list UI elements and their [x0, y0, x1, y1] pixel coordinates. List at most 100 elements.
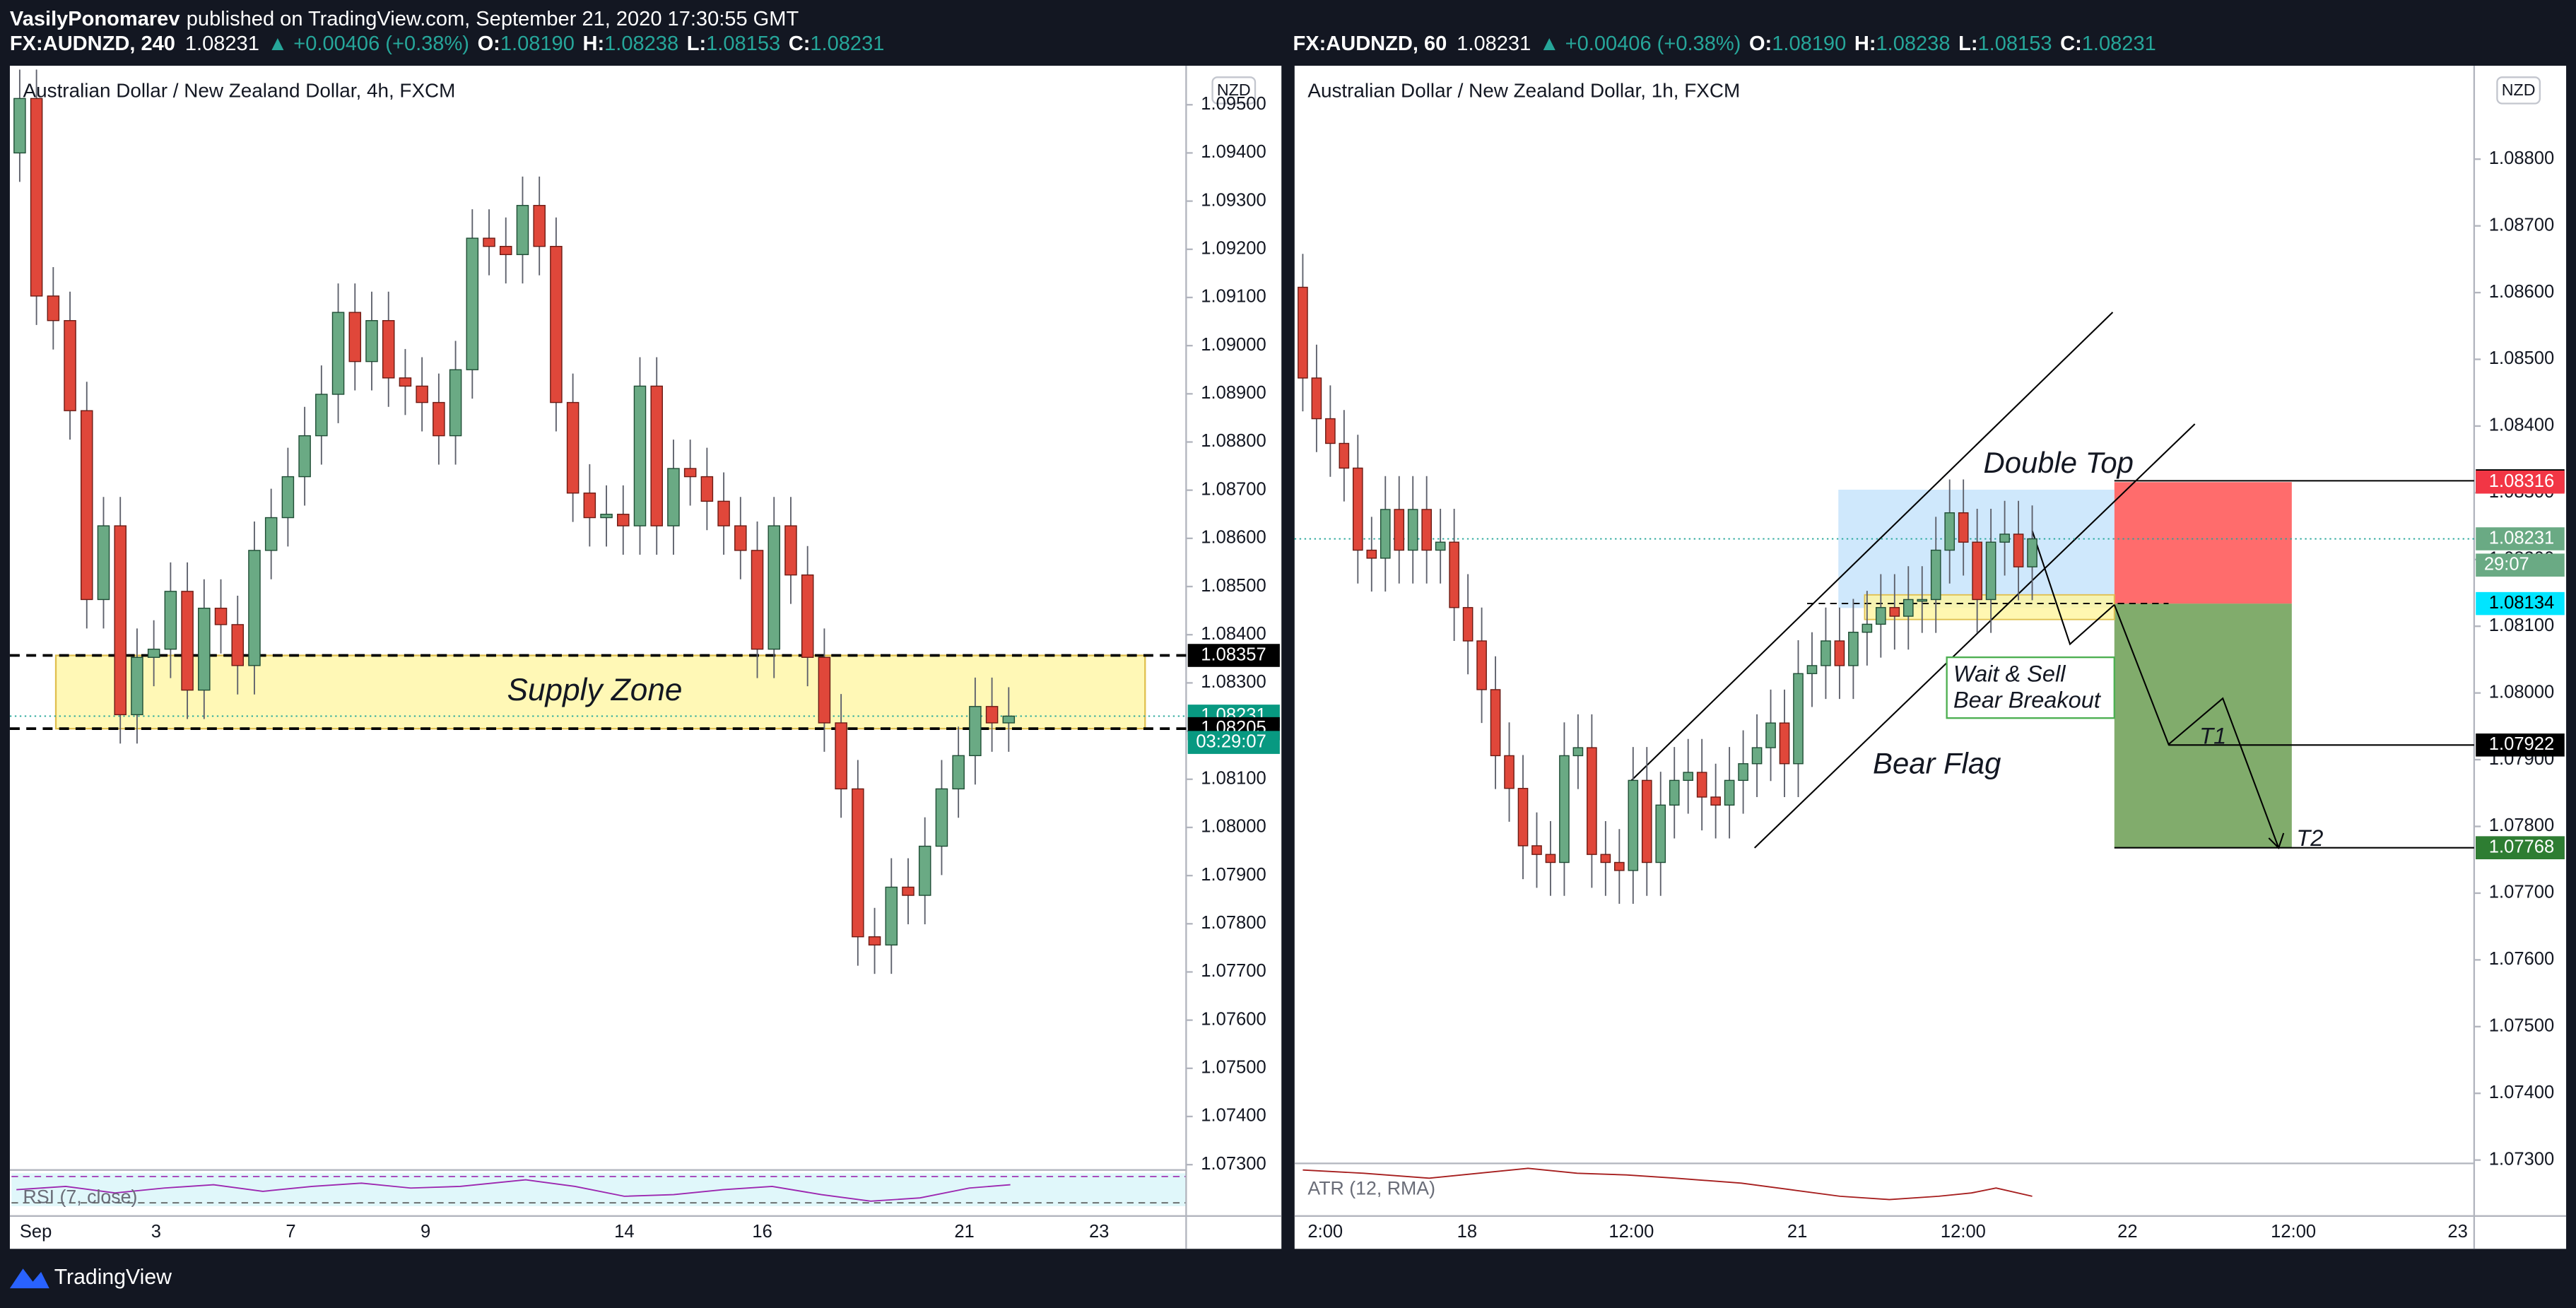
candle-body — [1738, 763, 1748, 782]
legend: FX:AUDNZD, 60 1.08231 ▲ +0.00406 (+0.38%) O… — [1293, 32, 2156, 54]
candle-body — [248, 550, 261, 666]
candle-body — [499, 245, 512, 255]
candle-body — [852, 788, 864, 938]
y-tick-label: 1.07400 — [1201, 1106, 1266, 1126]
candle-body — [1339, 442, 1350, 469]
y-tick-label: 1.08700 — [2489, 215, 2554, 235]
candle-body — [1407, 509, 1418, 551]
candle-body — [935, 788, 948, 847]
candle-body — [1435, 541, 1446, 551]
candle-body — [902, 886, 914, 896]
published: published on TradingView.com, September … — [187, 8, 799, 30]
time-label: 2:00 — [1307, 1222, 1343, 1242]
candle-body — [617, 514, 630, 526]
candle-body — [1985, 541, 1996, 601]
ohlc-label: O: — [1749, 32, 1772, 54]
candle-body — [751, 550, 764, 650]
candle-body — [264, 517, 278, 551]
y-tick-label: 1.08000 — [1201, 817, 1266, 837]
channel-top — [1630, 312, 2114, 782]
annotation: Bear Breakout — [1953, 688, 2102, 713]
candle-body — [918, 845, 931, 896]
y-tick-label: 1.09000 — [1201, 335, 1266, 355]
candle-body — [348, 312, 362, 363]
candle-body — [1641, 779, 1652, 864]
currency: NZD — [1217, 81, 1251, 99]
annotation: T2 — [2296, 825, 2323, 851]
candle-body — [1696, 772, 1707, 798]
candle-body — [1352, 467, 1363, 551]
y-tick-label: 1.07300 — [1201, 1154, 1266, 1174]
supply-zone-label: Supply Zone — [507, 673, 683, 707]
candle-body — [1669, 779, 1680, 806]
time-label: 12:00 — [1941, 1222, 1986, 1242]
candle-body — [1394, 509, 1405, 551]
candle-body — [1421, 509, 1433, 551]
candle-body — [1793, 673, 1804, 765]
time-label: 22 — [2117, 1222, 2137, 1242]
candle-body — [700, 476, 714, 502]
panel-title: Australian Dollar / New Zealand Dollar, … — [1307, 80, 1740, 102]
time-label: 21 — [954, 1222, 974, 1242]
candle-body — [64, 319, 76, 411]
price-marker — [2476, 470, 2565, 494]
candle-body — [1449, 541, 1459, 608]
candle-body — [1862, 623, 1873, 633]
candle-body — [1572, 747, 1584, 757]
rsi-band — [11, 1173, 1187, 1206]
candle-body — [1902, 599, 1914, 617]
candle-body — [114, 525, 127, 716]
y-tick-label: 1.08900 — [1201, 383, 1266, 403]
stop-box — [2114, 482, 2292, 604]
ohlc-label: L: — [687, 32, 706, 54]
indicator-label: ATR (12, RMA) — [1307, 1178, 1435, 1199]
price-marker-label: 1.08316 — [2489, 471, 2554, 491]
target-arrow — [2113, 604, 2280, 849]
candle-body — [600, 514, 613, 519]
candle-body — [416, 385, 428, 403]
y-tick-label: 1.08100 — [1201, 768, 1266, 788]
candle-body — [1298, 286, 1308, 379]
candle-body — [1999, 534, 2010, 543]
price-marker-label: 1.08231 — [2489, 528, 2554, 548]
candle-body — [2013, 534, 2024, 567]
candle-body — [1002, 715, 1016, 724]
y-tick-label: 1.07700 — [2489, 883, 2554, 902]
y-tick-label: 1.09400 — [1201, 142, 1266, 162]
candle-body — [198, 608, 211, 691]
price-marker — [1187, 644, 1280, 667]
right-panel — [1294, 66, 2567, 1249]
candle-body — [214, 608, 228, 625]
ohlc-value: 1.08231 — [2082, 32, 2156, 54]
candle-body — [1587, 747, 1597, 855]
time-label: Sep — [20, 1222, 52, 1242]
candle-body — [81, 410, 93, 601]
y-tick-label: 1.07700 — [1201, 961, 1266, 981]
last-price: 1.08231 — [185, 32, 259, 54]
candle-body — [533, 205, 546, 247]
candle-body — [1545, 854, 1556, 864]
ohlc-label: L: — [1958, 32, 1977, 54]
y-tick-label: 1.07300 — [2489, 1149, 2554, 1169]
y-tick-label: 1.08600 — [2489, 282, 2554, 302]
y-tick-label: 1.09300 — [1201, 190, 1266, 210]
y-tick-label: 1.07500 — [2489, 1016, 2554, 1036]
ohlc-value: 1.08190 — [1772, 32, 1846, 54]
y-tick-label: 1.07500 — [1201, 1058, 1266, 1078]
y-tick-label: 1.07800 — [1201, 913, 1266, 933]
candle-body — [516, 205, 529, 255]
price-marker — [2476, 591, 2565, 615]
candle-body — [835, 722, 847, 790]
candle-body — [1944, 512, 1955, 551]
candle-body — [969, 706, 982, 757]
currency-badge — [2496, 76, 2541, 105]
candle-body — [433, 401, 445, 437]
ohlc-label: H: — [582, 32, 604, 54]
candle-body — [1325, 418, 1336, 444]
time-label: 7 — [286, 1222, 295, 1242]
candle-body — [801, 574, 814, 658]
y-tick-label: 1.08800 — [2489, 148, 2554, 168]
countdown-box — [2476, 553, 2565, 577]
y-tick-label: 1.08300 — [1201, 672, 1266, 692]
